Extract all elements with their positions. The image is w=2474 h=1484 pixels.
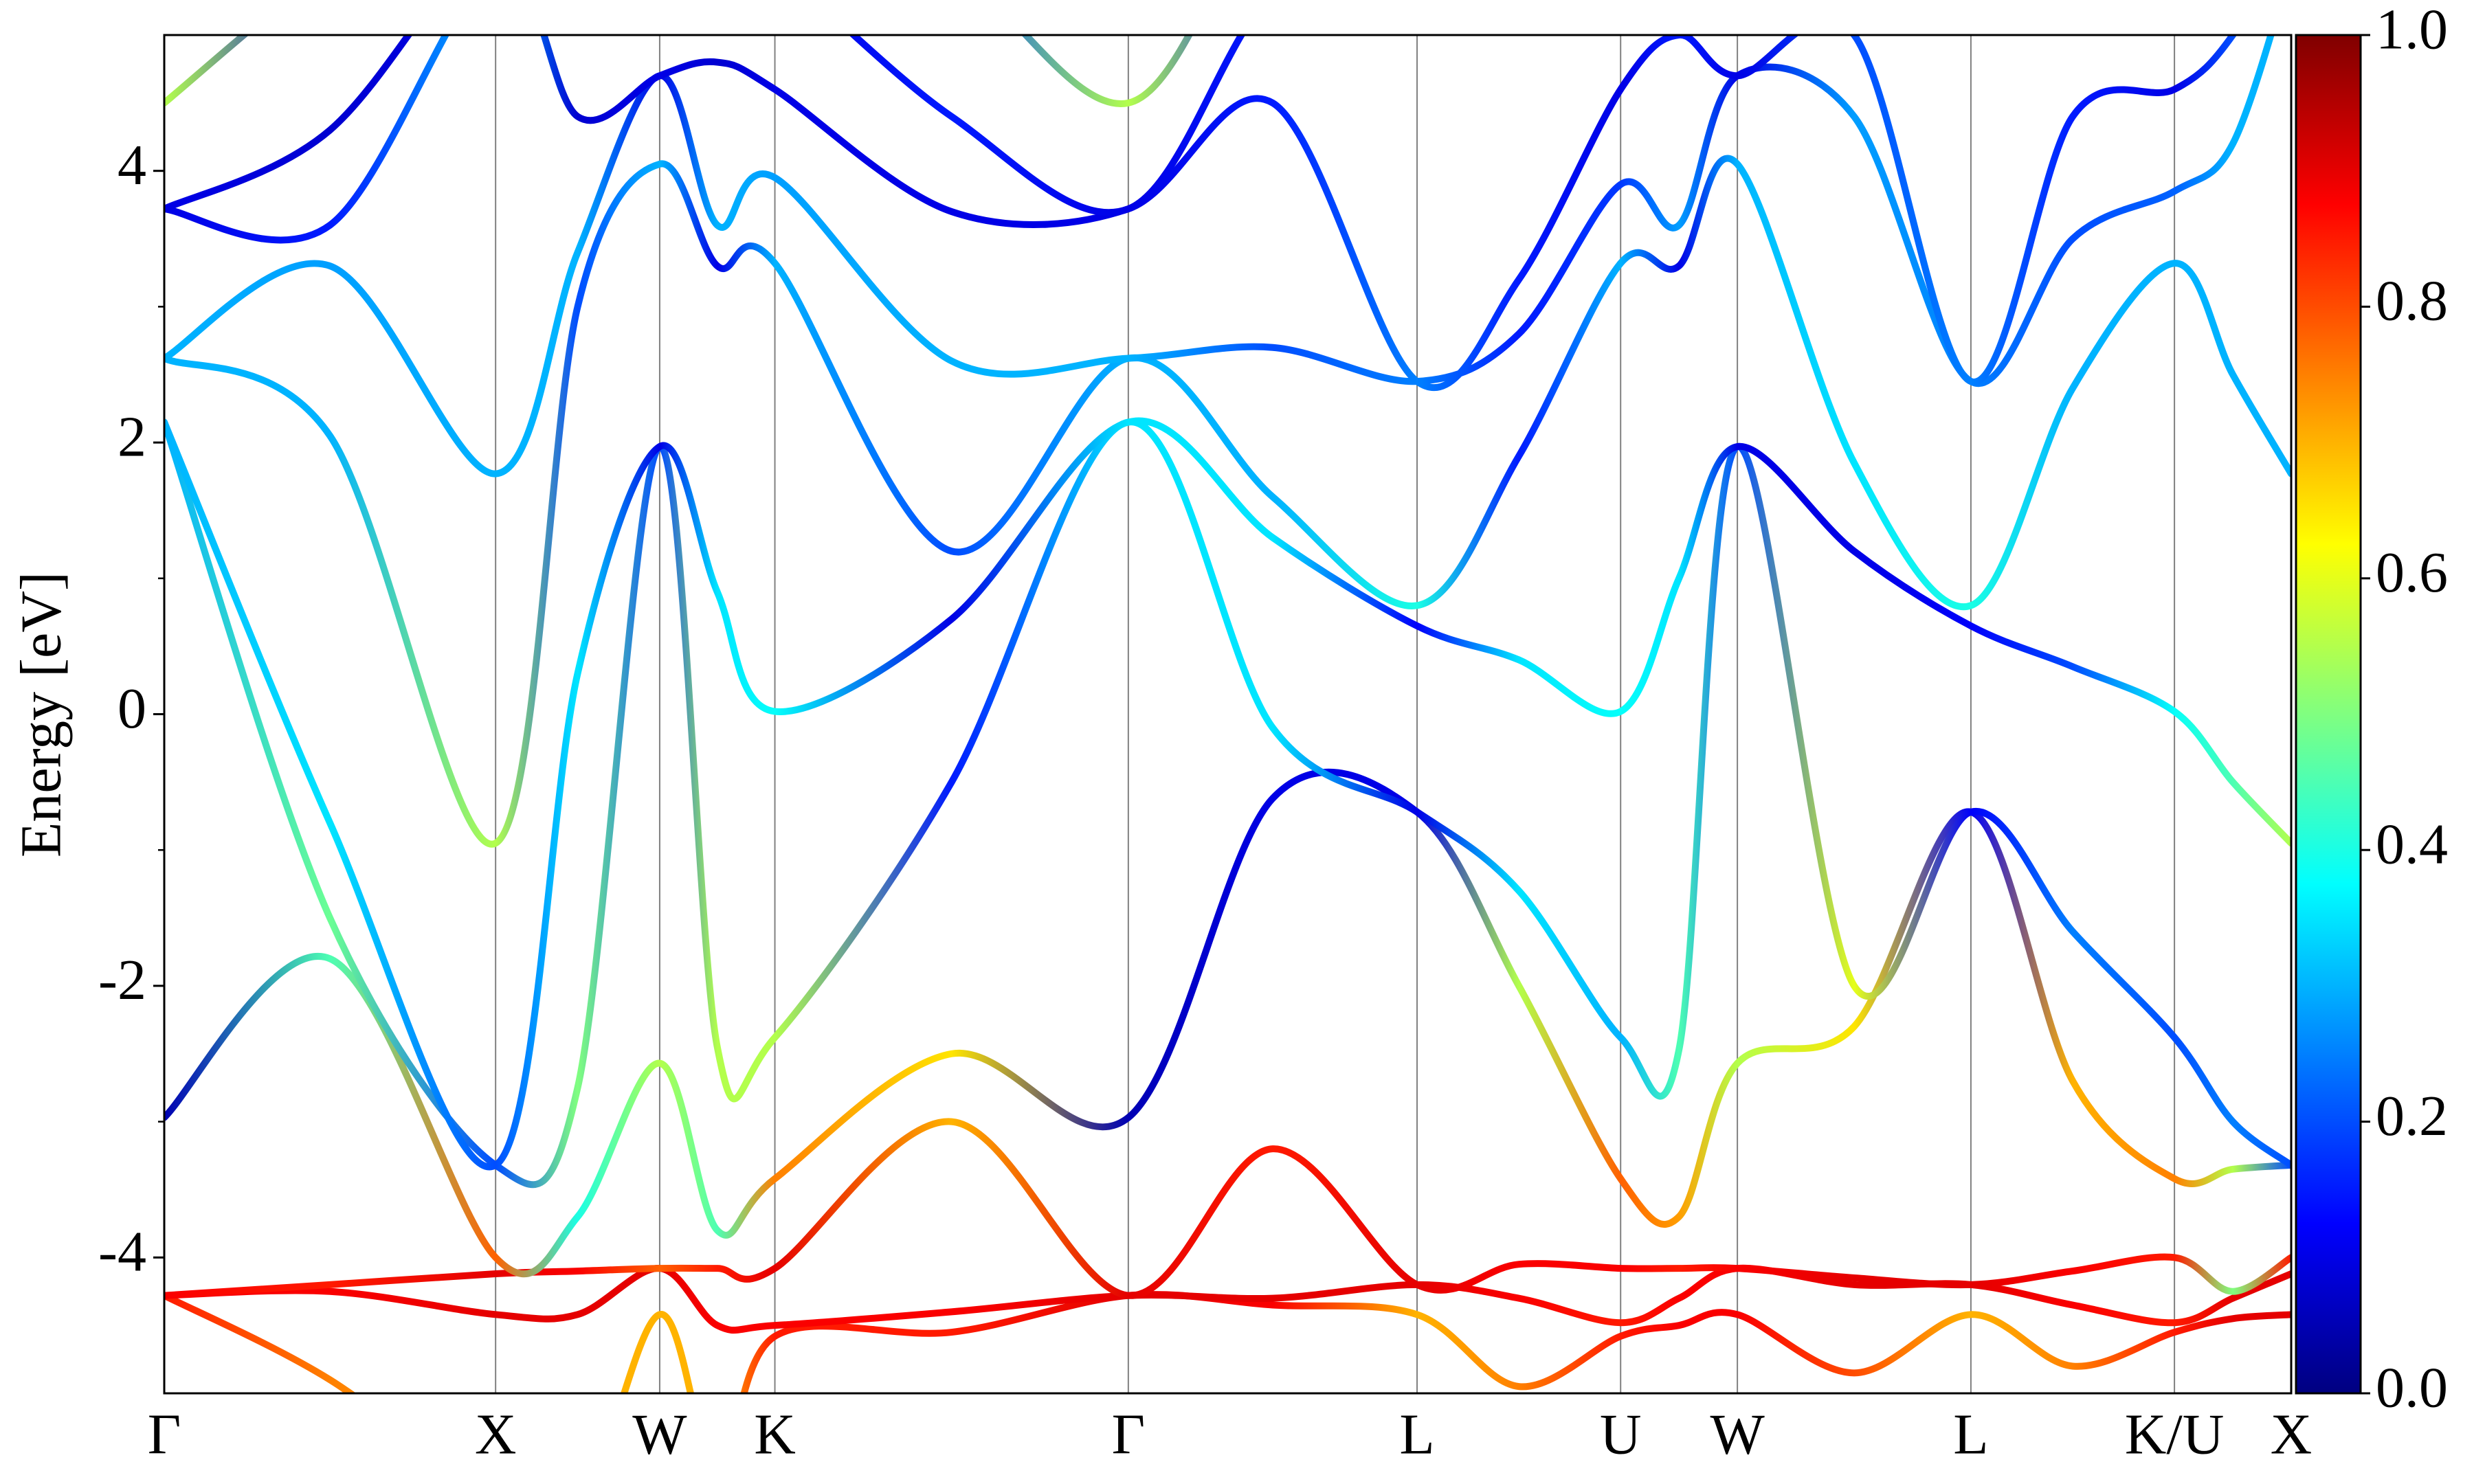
x-tick-label: K <box>754 1402 796 1466</box>
x-tick-label: L <box>1399 1402 1434 1466</box>
x-tick-label: X <box>475 1402 517 1466</box>
y-axis-label: Energy [eV] <box>9 572 73 857</box>
x-tick-label: L <box>1953 1402 1988 1466</box>
colorbar-tick-label: 0.6 <box>2376 541 2448 605</box>
y-tick-label: 2 <box>118 405 146 469</box>
band-line <box>164 1264 2291 1334</box>
y-tick-label: 4 <box>118 133 146 197</box>
x-tick-label: Γ <box>148 1402 181 1466</box>
x-tick-label: K/U <box>2125 1402 2225 1466</box>
y-tick-label: -2 <box>98 948 146 1012</box>
colorbar-tick-label: 0.2 <box>2376 1084 2448 1148</box>
band-line <box>164 418 2291 1189</box>
band-line <box>164 1291 2291 1393</box>
x-tick-label: U <box>1600 1402 1642 1466</box>
colorbar-tick-label: 0.0 <box>2376 1356 2448 1419</box>
x-tick-label: W <box>632 1402 687 1466</box>
y-tick-label: 0 <box>118 677 146 741</box>
band-line <box>164 155 2291 848</box>
colorbar-tick-label: 1.0 <box>2376 0 2448 61</box>
band-line <box>164 417 2291 1171</box>
colorbar <box>2295 34 2362 1395</box>
x-tick-label: X <box>2271 1402 2313 1466</box>
colorbar-tick-label: 0.8 <box>2376 269 2448 333</box>
x-tick-label: Γ <box>1112 1402 1146 1466</box>
plot-frame <box>163 34 2293 1395</box>
band-line <box>164 1118 2291 1299</box>
x-tick-label: W <box>1710 1402 1765 1466</box>
bands <box>164 35 2291 1393</box>
y-tick-label: -4 <box>98 1220 146 1284</box>
band-line <box>164 35 2238 391</box>
colorbar-tick-label: 0.4 <box>2376 812 2448 876</box>
band-line <box>164 35 2275 477</box>
